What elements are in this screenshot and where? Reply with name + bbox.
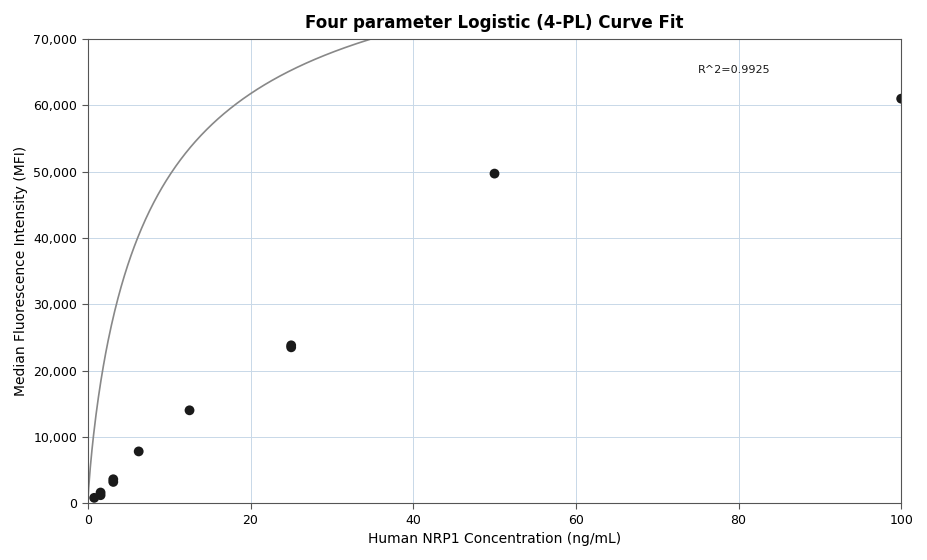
Point — [93, 488, 108, 497]
Point — [87, 493, 102, 502]
Point — [182, 406, 197, 415]
X-axis label: Human NRP1 Concentration (ng/mL): Human NRP1 Concentration (ng/mL) — [368, 532, 621, 546]
Title: Four parameter Logistic (4-PL) Curve Fit: Four parameter Logistic (4-PL) Curve Fit — [305, 14, 684, 32]
Point — [106, 478, 121, 487]
Point — [284, 341, 298, 350]
Point — [106, 475, 121, 484]
Text: R^2=0.9925: R^2=0.9925 — [698, 66, 770, 76]
Y-axis label: Median Fluorescence Intensity (MFI): Median Fluorescence Intensity (MFI) — [14, 146, 28, 396]
Point — [894, 94, 908, 103]
Point — [132, 447, 146, 456]
Point — [93, 491, 108, 500]
Point — [284, 343, 298, 352]
Point — [487, 169, 502, 178]
